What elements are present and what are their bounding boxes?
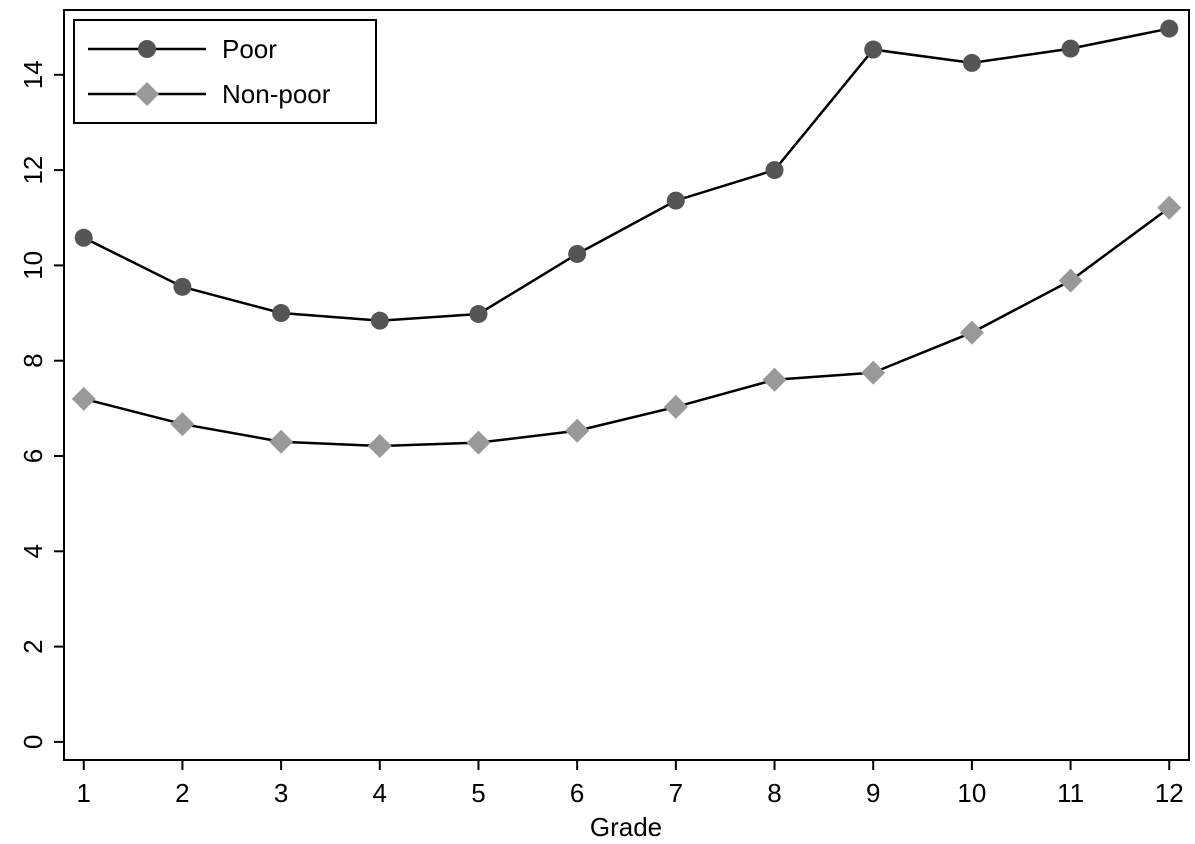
- x-tick-label: 1: [77, 778, 91, 808]
- point-marker: [861, 360, 886, 385]
- series-line: [83, 206, 1171, 448]
- legend-box: [73, 19, 377, 124]
- x-tick-label: 9: [866, 778, 880, 808]
- y-tick-label: 12: [18, 156, 48, 185]
- point-marker: [367, 433, 392, 458]
- point-marker: [663, 394, 688, 419]
- point-marker: [370, 311, 389, 330]
- series-line: [83, 27, 1170, 322]
- legend-label: Non-poor: [222, 79, 331, 109]
- legend-marker: [138, 40, 156, 58]
- point-marker: [864, 40, 883, 59]
- x-tick-label: 11: [1057, 778, 1084, 808]
- x-tick-label: 12: [1155, 778, 1184, 808]
- y-tick-label: 8: [18, 353, 48, 367]
- point-marker: [565, 418, 590, 443]
- point-marker: [170, 412, 195, 437]
- legend-label: Poor: [222, 34, 277, 64]
- y-tick-label: 10: [18, 251, 48, 280]
- point-marker: [272, 304, 291, 323]
- x-tick-label: 10: [957, 778, 986, 808]
- point-marker: [1160, 19, 1179, 38]
- point-marker: [959, 320, 984, 345]
- y-tick-label: 0: [18, 735, 48, 749]
- point-marker: [269, 429, 294, 454]
- point-marker: [469, 305, 488, 324]
- point-marker: [765, 161, 784, 180]
- point-marker: [74, 228, 93, 247]
- x-tick-label: 5: [471, 778, 485, 808]
- point-marker: [466, 430, 491, 455]
- y-tick-label: 6: [18, 449, 48, 463]
- x-tick-label: 8: [767, 778, 781, 808]
- point-marker: [71, 386, 96, 411]
- point-marker: [1061, 39, 1080, 58]
- x-tick-label: 2: [175, 778, 189, 808]
- legend-marker: [135, 82, 159, 106]
- x-tick-label: 7: [669, 778, 683, 808]
- plot-frame: [63, 9, 1190, 761]
- point-marker: [962, 53, 981, 72]
- x-axis-label: Grade: [590, 812, 662, 842]
- y-tick-label: 14: [18, 60, 48, 89]
- x-tick-label: 4: [373, 778, 387, 808]
- point-marker: [1157, 195, 1182, 220]
- y-tick-label: 4: [18, 544, 48, 558]
- point-marker: [666, 191, 685, 210]
- point-marker: [568, 244, 587, 263]
- point-marker: [762, 367, 787, 392]
- point-marker: [173, 277, 192, 296]
- y-tick-label: 2: [18, 639, 48, 653]
- x-tick-label: 3: [274, 778, 288, 808]
- x-tick-label: 6: [570, 778, 584, 808]
- point-marker: [1058, 268, 1083, 293]
